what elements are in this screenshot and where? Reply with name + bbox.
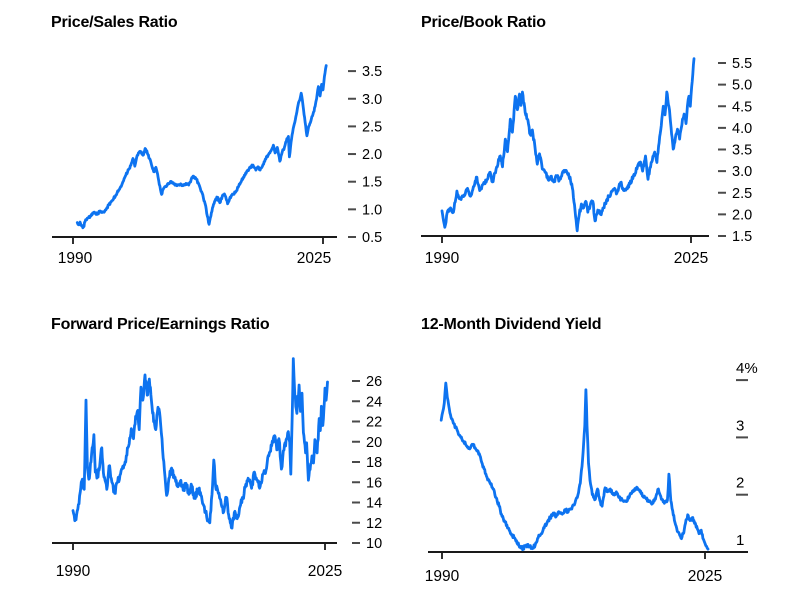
chart-title-forward-pe: Forward Price/Earnings Ratio [51, 316, 270, 333]
x-tick-label: 1990 [425, 568, 460, 585]
y-tick-label: 2 [736, 475, 744, 492]
chart-dividend-yield: 12-Month Dividend Yield 1990 2025 4% 3 2 1 [389, 300, 789, 598]
y-tick-label: 20 [366, 435, 382, 451]
y-tick-label: 2.5 [732, 186, 752, 202]
y-tick-label: 12 [366, 516, 382, 532]
series-line [440, 57, 696, 233]
price-sales-plot: 1990 2025 3.5 3.0 2.5 2.0 1.5 1.0 0.5 [52, 64, 382, 267]
y-tick-label: 3.5 [732, 143, 752, 159]
y-tick-label: 1.0 [362, 202, 382, 218]
x-tick-label: 2025 [297, 250, 331, 267]
series-line [71, 357, 329, 530]
y-tick-label: 24 [366, 394, 382, 410]
y-tick-label: 3.0 [732, 164, 752, 180]
y-tick-label: 0.5 [362, 230, 382, 246]
y-tick-label: 3 [736, 417, 744, 434]
chart-price-sales: Price/Sales Ratio 1990 2025 3.5 3.0 2.5 2.0 1.… [0, 0, 395, 300]
y-tick-label: 16 [366, 475, 382, 491]
y-tick-label: 26 [366, 374, 382, 390]
series-line [75, 64, 328, 230]
forward-pe-plot: 1990 2025 26 24 22 20 18 16 14 12 10 [52, 357, 382, 580]
y-tick-label: 4% [736, 360, 758, 377]
y-tick-label: 5.5 [732, 56, 752, 72]
y-tick-label: 2.5 [362, 119, 382, 135]
x-tick-label: 1990 [56, 563, 91, 580]
chart-title-price-sales: Price/Sales Ratio [51, 14, 178, 31]
y-tick-label: 4.5 [732, 99, 752, 115]
y-tick-label: 2.0 [362, 147, 382, 163]
series-line [439, 381, 710, 552]
x-tick-label: 2025 [308, 563, 342, 580]
chart-title-dividend-yield: 12-Month Dividend Yield [421, 316, 602, 333]
y-tick-label: 14 [366, 496, 382, 512]
y-tick-label: 18 [366, 455, 382, 471]
x-tick-label: 1990 [425, 250, 460, 267]
y-tick-label: 1 [736, 532, 744, 549]
y-tick-label: 4.0 [732, 121, 752, 137]
chart-forward-pe: Forward Price/Earnings Ratio 1990 2025 26 2… [0, 300, 395, 598]
y-tick-label: 1.5 [362, 175, 382, 191]
price-book-plot: 1990 2025 5.5 5.0 4.5 4.0 3.5 3.0 2.5 2.0 1.5 [421, 56, 752, 267]
y-tick-label: 2.0 [732, 207, 752, 223]
chart-price-book: Price/Book Ratio 1990 2025 5.5 5.0 4.5 4.0 3.5… [389, 0, 789, 300]
x-tick-label: 2025 [688, 568, 722, 585]
y-tick-label: 5.0 [732, 78, 752, 94]
x-tick-label: 1990 [58, 250, 93, 267]
dividend-yield-plot: 1990 2025 4% 3 2 1 [425, 360, 758, 585]
y-tick-label: 3.5 [362, 64, 382, 80]
y-tick-label: 10 [366, 536, 382, 552]
y-tick-label: 3.0 [362, 92, 382, 108]
y-tick-label: 22 [366, 415, 382, 431]
y-tick-label: 1.5 [732, 229, 752, 245]
chart-title-price-book: Price/Book Ratio [421, 14, 546, 31]
x-tick-label: 2025 [674, 250, 708, 267]
